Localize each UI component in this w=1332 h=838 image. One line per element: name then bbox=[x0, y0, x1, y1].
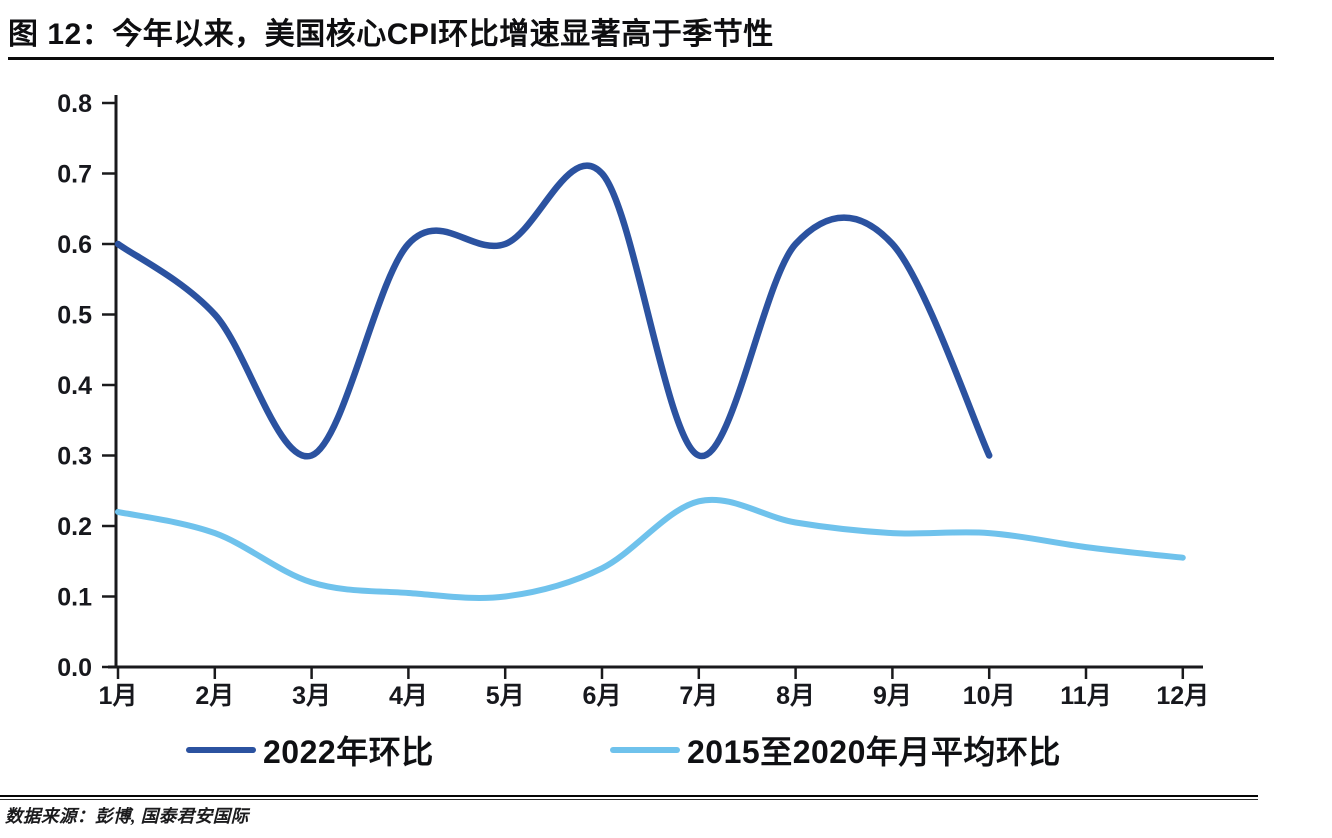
x-tick-label: 1月 bbox=[99, 682, 138, 710]
y-tick-label: 0.8 bbox=[57, 90, 92, 118]
x-tick-label: 6月 bbox=[583, 682, 622, 710]
title-divider bbox=[8, 57, 1274, 60]
legend-label-2022: 2022年环比 bbox=[263, 734, 434, 770]
figure-title: 图 12：今年以来，美国核心CPI环比增速显著高于季节性 bbox=[8, 18, 774, 51]
series-line-1 bbox=[115, 496, 1186, 601]
x-tick-label: 2月 bbox=[195, 682, 234, 710]
legend-label-2015-2020-avg: 2015至2020年月平均环比 bbox=[687, 734, 1061, 770]
y-tick-label: 0.2 bbox=[57, 513, 92, 541]
chart-legend: 2022年环比 2015至2020年月平均环比 bbox=[0, 729, 1332, 771]
x-tick-label: 8月 bbox=[776, 682, 815, 710]
y-tick-label: 0.0 bbox=[57, 654, 92, 682]
source-divider bbox=[0, 795, 1258, 800]
y-tick-label: 0.3 bbox=[57, 443, 92, 471]
x-tick-label: 3月 bbox=[292, 682, 331, 710]
legend-swatch-2015-2020-line bbox=[610, 747, 680, 753]
legend-swatch-2022-line bbox=[186, 747, 256, 753]
legend-item-2022: 2022年环比 bbox=[186, 729, 434, 771]
x-tick-label: 12月 bbox=[1156, 682, 1209, 710]
x-tick-label: 9月 bbox=[873, 682, 912, 710]
x-tick-label: 7月 bbox=[679, 682, 718, 710]
y-tick-label: 0.6 bbox=[57, 231, 92, 259]
legend-item-2015-2020-avg: 2015至2020年月平均环比 bbox=[610, 729, 1061, 771]
x-tick-label: 11月 bbox=[1060, 682, 1111, 710]
line-chart: 0.0 0.1 0.2 0.3 0.4 0.5 0.6 0.7 0.8 1月 2月 3月 4月 5月 6月 7… bbox=[57, 90, 1209, 710]
x-tick-label: 5月 bbox=[486, 682, 525, 710]
y-tick-label: 0.7 bbox=[57, 161, 92, 189]
source-note: 数据来源：彭博, 国泰君安国际 bbox=[5, 806, 249, 826]
series-line-0 bbox=[114, 162, 993, 460]
y-tick-label: 0.5 bbox=[57, 302, 92, 330]
x-tick-label: 10月 bbox=[963, 682, 1016, 710]
y-tick-label: 0.4 bbox=[57, 372, 92, 400]
y-tick-label: 0.1 bbox=[57, 584, 92, 612]
x-tick-label: 4月 bbox=[389, 682, 428, 710]
